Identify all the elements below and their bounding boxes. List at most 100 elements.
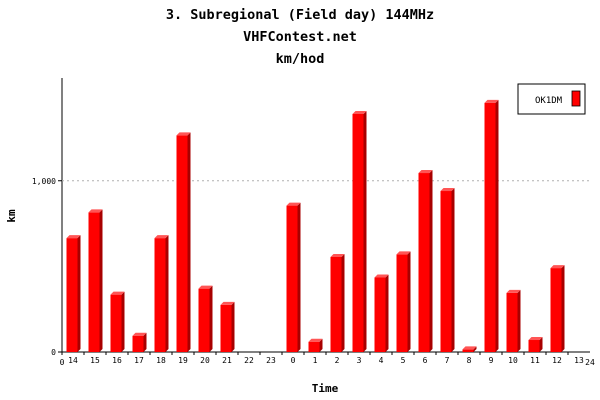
bar-top	[176, 132, 191, 136]
x-ticks: 14 15 16 17 18 19 20 21 22 23 0 1 2 3 4 5 6 7 8 9 10 11 12 13	[61, 352, 584, 365]
bar-front	[352, 113, 364, 353]
x-tick-label: 4	[379, 356, 384, 365]
bar	[198, 285, 213, 352]
bar-side	[407, 251, 411, 352]
bar	[286, 202, 301, 352]
bar	[396, 251, 411, 352]
bars	[66, 99, 565, 353]
bar-top	[154, 235, 169, 239]
bar-top	[352, 110, 367, 114]
bar	[352, 110, 367, 353]
chart-title: 3. Subregional (Field day) 144MHz	[166, 7, 434, 23]
bar	[154, 235, 169, 352]
bar-top	[418, 170, 433, 174]
bar	[528, 337, 543, 352]
bar-front	[374, 277, 386, 352]
bar-front	[308, 341, 320, 352]
bar-top	[110, 291, 125, 295]
x-tick-label: 8	[467, 356, 472, 365]
bar	[418, 170, 433, 352]
bar	[110, 291, 125, 352]
bar-side	[165, 235, 169, 352]
bar	[462, 346, 477, 352]
bar-front	[462, 349, 474, 352]
x-tick-label: 12	[552, 356, 562, 365]
bar-front	[154, 238, 166, 352]
bar-front	[132, 335, 144, 352]
bar-side	[429, 170, 433, 352]
bar-side	[539, 337, 543, 352]
x-tick-label: 7	[445, 356, 450, 365]
bar-top	[198, 285, 213, 289]
bar-front	[396, 254, 408, 352]
bar-top	[374, 274, 389, 278]
bar-side	[451, 188, 455, 352]
bar	[66, 235, 81, 352]
bar-front	[220, 304, 232, 352]
bar-side	[121, 291, 125, 352]
x-axis-end-label: 24	[585, 358, 595, 367]
bar-top	[330, 253, 345, 257]
bar-side	[231, 301, 235, 352]
legend: OK1DM	[517, 83, 586, 115]
bar-top	[550, 265, 565, 269]
bar-front	[110, 294, 122, 352]
bar-side	[143, 332, 147, 352]
bar-top	[132, 332, 147, 336]
x-tick-label: 21	[222, 356, 232, 365]
bar	[550, 265, 565, 352]
bar-front	[286, 205, 298, 352]
bar	[220, 301, 235, 352]
bar-front	[330, 256, 342, 352]
bar-side	[297, 202, 301, 352]
bar-side	[473, 346, 477, 352]
x-tick-label: 22	[244, 356, 254, 365]
x-tick-label: 20	[200, 356, 210, 365]
legend-swatch	[571, 90, 581, 107]
x-tick-label: 5	[401, 356, 406, 365]
x-tick-label: 11	[530, 356, 540, 365]
y-axis-label: km	[5, 209, 18, 223]
x-tick-label: 18	[156, 356, 166, 365]
chart-subtitle: VHFContest.net	[243, 29, 357, 45]
x-tick-label: 10	[508, 356, 518, 365]
bar-front	[506, 292, 518, 352]
bar-front	[484, 102, 496, 352]
bar-side	[209, 285, 213, 352]
x-tick-label: 19	[178, 356, 188, 365]
bar-top	[286, 202, 301, 206]
bar-side	[561, 265, 565, 352]
bar-top	[506, 289, 521, 293]
bar-side	[99, 209, 103, 352]
bar-top	[308, 338, 323, 342]
bar-front	[528, 340, 540, 352]
bar-side	[341, 253, 345, 352]
bar-front	[176, 135, 188, 352]
chart-unit-line: km/hod	[276, 51, 325, 67]
x-tick-label: 17	[134, 356, 144, 365]
bar-top	[220, 301, 235, 305]
bar-front	[418, 173, 430, 352]
bar-side	[385, 274, 389, 352]
bar-side	[495, 99, 499, 352]
bar	[440, 188, 455, 352]
y-tick-label: 1,000	[32, 177, 56, 186]
bar-top	[462, 346, 477, 350]
x-tick-label: 14	[68, 356, 78, 365]
y-tick-label: 0	[51, 348, 56, 357]
bar	[506, 289, 521, 352]
bar-side	[77, 235, 81, 352]
bar-top	[88, 209, 103, 213]
bar	[484, 99, 499, 352]
bar-side	[187, 132, 191, 352]
bar-side	[517, 289, 521, 352]
legend-series-label: OK1DM	[535, 96, 563, 106]
y-ticks: 0 1,000	[32, 177, 62, 357]
bar	[308, 338, 323, 352]
x-tick-label: 16	[112, 356, 122, 365]
bar	[132, 332, 147, 352]
x-axis-label: Time	[312, 382, 339, 395]
x-tick-label: 3	[357, 356, 362, 365]
